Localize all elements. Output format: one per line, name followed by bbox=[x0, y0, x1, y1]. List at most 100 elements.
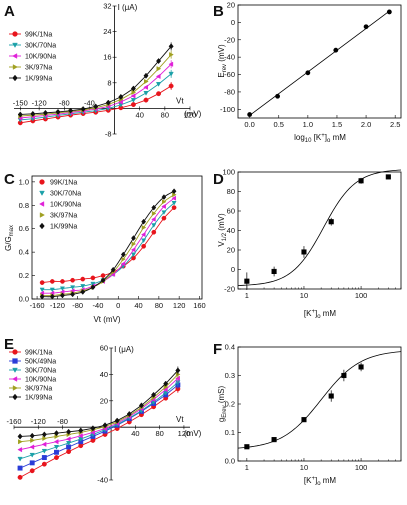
data-point bbox=[385, 174, 391, 180]
data-point bbox=[305, 70, 311, 76]
y-tick-label: 0.2 bbox=[19, 271, 29, 280]
data-point bbox=[130, 93, 136, 99]
legend-label: 3K/97Na bbox=[50, 213, 77, 220]
panel-letter-d: D bbox=[213, 171, 224, 188]
data-point bbox=[130, 85, 136, 92]
data-point bbox=[143, 78, 149, 85]
data-point bbox=[171, 188, 177, 195]
y-tick-label: 0.0 bbox=[225, 457, 235, 466]
x-tick-label: 40 bbox=[136, 110, 144, 119]
y-axis-label: I (μA) bbox=[118, 3, 138, 12]
data-point bbox=[60, 292, 65, 299]
data-point bbox=[49, 287, 55, 293]
x-tick-label: 120 bbox=[178, 429, 191, 438]
data-point bbox=[386, 9, 392, 15]
y-tick-label: 0.6 bbox=[19, 224, 29, 233]
y-tick-label: 100 bbox=[222, 168, 235, 177]
x-tick-label: 1.0 bbox=[303, 120, 313, 129]
x-tick-label: 120 bbox=[173, 301, 186, 310]
data-point bbox=[247, 112, 253, 117]
y-axis-label: gErev (mS) bbox=[217, 385, 228, 422]
x-axis-label-unit: (mV) bbox=[184, 109, 202, 118]
data-point bbox=[105, 99, 111, 106]
legend-marker bbox=[39, 222, 45, 230]
legend-label: 30K/70Na bbox=[25, 368, 56, 375]
data-point bbox=[42, 109, 48, 116]
x-tick-label: -80 bbox=[59, 98, 70, 107]
data-point bbox=[17, 433, 23, 440]
x-tick-label: 80 bbox=[155, 301, 163, 310]
data-point bbox=[358, 364, 364, 370]
legend-label: 30K/70Na bbox=[25, 43, 56, 50]
data-point bbox=[42, 435, 48, 442]
x-tick-label: -80 bbox=[72, 301, 83, 310]
data-point bbox=[171, 195, 177, 201]
data-point bbox=[151, 391, 157, 398]
data-point bbox=[30, 110, 36, 117]
y-tick-label: 20 bbox=[100, 396, 108, 405]
data-point bbox=[130, 102, 136, 108]
x-tick-label: 120 bbox=[184, 110, 197, 119]
x-axis-label: log10 [K+]o mM bbox=[294, 133, 346, 144]
y-tick-label: 0.4 bbox=[19, 248, 29, 257]
x-tick-label: -120 bbox=[31, 417, 46, 426]
data-point bbox=[41, 441, 47, 447]
data-point bbox=[65, 436, 71, 442]
y-tick-label: 0 bbox=[231, 18, 235, 27]
plot-frame bbox=[237, 4, 402, 119]
y-tick-label: -60 bbox=[224, 70, 235, 79]
data-point bbox=[60, 279, 65, 284]
x-tick-label: -160 bbox=[30, 301, 45, 310]
x-axis-label-name: Vt bbox=[176, 96, 184, 105]
x-tick-label: 10 bbox=[300, 463, 308, 472]
data-point bbox=[121, 256, 126, 262]
data-point bbox=[39, 293, 45, 300]
x-tick-label: 160 bbox=[193, 301, 206, 310]
data-point bbox=[29, 432, 35, 439]
data-point bbox=[171, 201, 177, 206]
data-point bbox=[244, 444, 250, 450]
data-point bbox=[29, 452, 35, 458]
x-tick-label: -120 bbox=[50, 301, 65, 310]
data-point bbox=[53, 439, 59, 445]
panel-letter-f: F bbox=[213, 341, 222, 358]
x-tick-label: -40 bbox=[93, 301, 104, 310]
data-point bbox=[66, 449, 72, 455]
y-tick-label: -8 bbox=[105, 130, 112, 139]
data-point bbox=[130, 98, 137, 103]
plot-frame bbox=[237, 346, 402, 462]
data-point bbox=[358, 178, 364, 184]
legend-label: 30K/70Na bbox=[50, 191, 81, 198]
x-tick-label: 40 bbox=[131, 429, 139, 438]
x-tick-label: -80 bbox=[57, 417, 68, 426]
x-tick-label: -120 bbox=[32, 98, 47, 107]
data-point bbox=[130, 247, 136, 253]
panel-letter-a: A bbox=[4, 3, 15, 20]
x-tick-label: -160 bbox=[6, 417, 21, 426]
x-tick-label: 100 bbox=[355, 463, 368, 472]
y-tick-label: 80 bbox=[227, 187, 235, 196]
data-point bbox=[151, 229, 157, 235]
data-point bbox=[156, 58, 162, 65]
y-tick-label: 0.3 bbox=[225, 371, 235, 380]
data-point bbox=[29, 444, 35, 450]
data-point bbox=[333, 47, 339, 53]
data-point bbox=[68, 107, 74, 114]
legend-marker bbox=[12, 64, 18, 70]
data-point bbox=[143, 84, 149, 90]
data-point bbox=[161, 194, 167, 200]
x-axis-label-unit: (mV) bbox=[184, 429, 202, 438]
data-point bbox=[141, 225, 147, 231]
data-point bbox=[17, 465, 23, 471]
y-tick-label: -80 bbox=[224, 87, 235, 96]
y-tick-label: 0.0 bbox=[19, 295, 29, 304]
series-2: 10K/90Na bbox=[9, 53, 174, 121]
data-point bbox=[141, 243, 146, 249]
data-point bbox=[70, 277, 75, 283]
panel-f-chart: 1 10 100 0.0 0.1 0.2 0.3 0.4 gErev (mS) [K+]o mM bbox=[217, 343, 402, 487]
data-point bbox=[78, 427, 84, 434]
x-tick-label: 2.0 bbox=[361, 120, 371, 129]
panel-e-chart: -160 -120 -80 40 80 120 -40 20 40 60 I (μA) Vt(mV) 9… bbox=[6, 344, 201, 485]
x-tick-label: -150 bbox=[13, 98, 28, 107]
data-point bbox=[141, 218, 147, 225]
